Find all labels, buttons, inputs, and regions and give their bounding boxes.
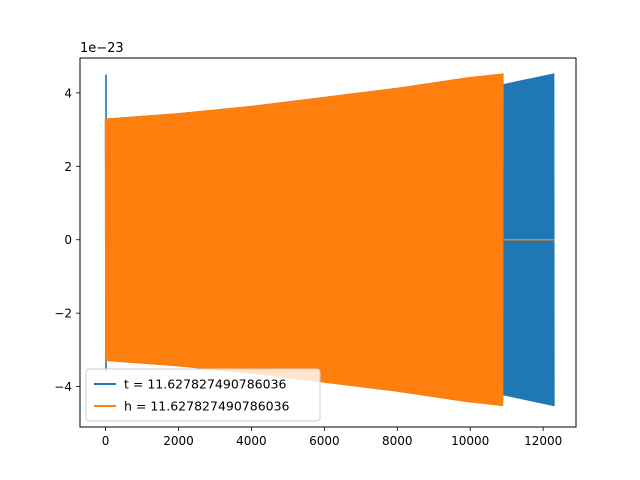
x-tick-label: 2000 [163,434,194,448]
x-tick-label: 10000 [451,434,489,448]
series-line-h [104,73,504,407]
plot-frame [79,57,577,428]
x-tick-label: 4000 [236,434,267,448]
legend: t = 11.627827490786036 h = 11.62782749078… [85,368,321,422]
x-tick-label: 8000 [382,434,413,448]
y-axis: −4 −2 0 2 4 [54,86,80,394]
legend-label: h = 11.627827490786036 [124,399,290,414]
y-offset-label: 1e−23 [80,41,124,56]
x-tick-label: 0 [102,434,110,448]
y-tick-label: 4 [64,86,72,100]
x-tick-label: 12000 [524,434,562,448]
x-tick-label: 6000 [309,434,340,448]
legend-box [85,368,321,422]
y-tick-label: −4 [54,380,72,394]
x-axis: 0 2000 4000 6000 8000 10000 12000 [102,427,562,448]
y-tick-label: 0 [64,233,72,247]
y-tick-label: −2 [54,307,72,321]
legend-label: t = 11.627827490786036 [124,377,287,392]
y-tick-label: 2 [64,160,72,174]
